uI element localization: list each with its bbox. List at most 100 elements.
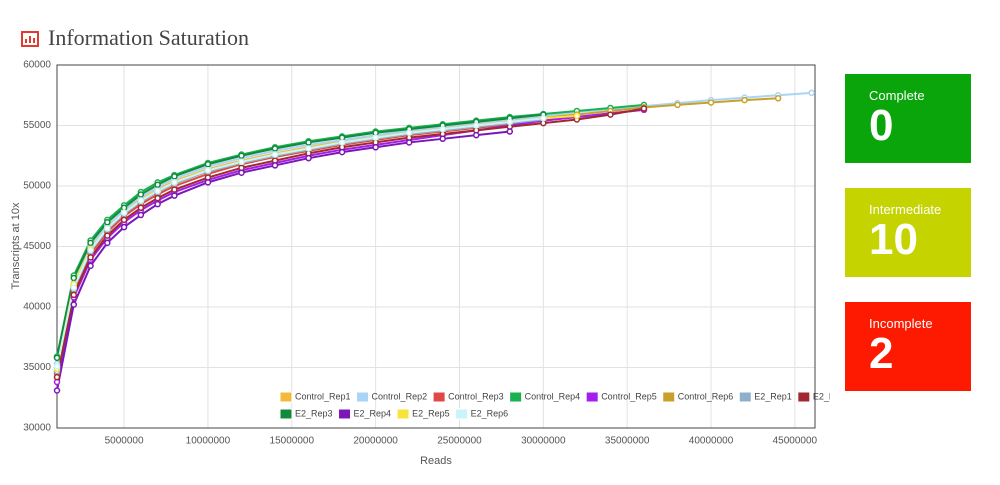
point-marker [439,135,446,143]
y-tick-label: 55000 [23,120,51,131]
x-tick-label: 10000000 [186,436,231,447]
point-marker [338,139,346,146]
point-marker [674,101,681,109]
point-marker [137,197,145,204]
y-tick-label: 50000 [23,181,51,192]
point-marker [472,122,480,129]
status-card: Incomplete 2 [845,302,971,391]
legend-swatch [279,408,293,420]
point-marker [154,181,161,189]
point-marker [305,154,312,162]
status-card: Intermediate 10 [845,188,971,277]
card-label: Intermediate [869,202,942,217]
legend-label: E2_Rep6 [471,408,509,418]
point-marker [271,145,279,152]
plot-frame [56,64,816,429]
legend-swatch [396,408,410,420]
point-marker [171,173,178,180]
card-value: 2 [869,329,894,378]
x-tick-label: 40000000 [689,436,734,447]
point-marker [53,363,61,370]
point-marker [87,254,94,261]
point-marker [70,301,78,308]
card-label: Incomplete [869,316,933,331]
legend-label: E2_Rep4 [354,408,392,418]
point-marker [53,387,61,394]
chart: Information Saturation Reads Transcripts… [10,25,830,467]
title-icon [21,31,39,47]
point-marker [439,125,446,133]
point-marker [238,158,245,166]
point-marker [104,232,111,239]
point-marker [70,291,78,299]
point-marker [53,373,61,381]
legend-label: Control_Rep2 [372,391,428,401]
legend-swatch [738,391,752,403]
point-marker [171,192,178,199]
point-marker [741,96,748,104]
x-tick-label: 20000000 [353,436,398,447]
x-tick-label: 30000000 [521,436,566,447]
point-marker [70,284,78,291]
point-marker [506,128,514,135]
x-tick-label: 5000000 [105,436,144,447]
x-axis-title: Reads [420,455,452,467]
point-marker [120,209,128,216]
point-marker [540,114,547,122]
point-marker [338,148,346,156]
y-tick-label: 60000 [23,60,51,71]
point-marker [372,134,379,141]
legend-label: Control_Rep5 [601,391,657,401]
point-marker [405,129,413,137]
legend-swatch [338,408,352,420]
point-marker [204,160,212,168]
x-tick-label: 15000000 [270,436,315,447]
legend-swatch [797,391,811,403]
x-tick-label: 25000000 [437,436,482,447]
y-axis-title: Transcripts at 10x [10,202,22,290]
point-marker [104,219,111,226]
point-marker [305,145,312,152]
card-value: 0 [869,101,894,150]
legend-label: E2_Rep2 [813,391,830,401]
point-marker [305,139,312,146]
x-tick-label: 45000000 [773,436,818,447]
point-marker [154,187,161,195]
legend-label: Control_Rep1 [295,391,351,401]
point-marker [154,194,161,202]
card-value: 10 [869,215,918,264]
series-line [56,91,812,365]
y-tick-label: 45000 [23,241,51,252]
legend: Control_Rep1 Control_Rep2 Control_Rep3 Cont… [279,391,830,420]
x-tick-label: 35000000 [605,436,650,447]
series-line [56,108,645,383]
card-label: Complete [869,88,925,103]
y-tick-label: 40000 [23,302,51,313]
legend-swatch [662,391,676,403]
point-marker [204,167,212,174]
point-marker [70,274,78,282]
legend-swatch [585,391,599,403]
y-tick-label: 35000 [23,362,51,373]
point-marker [137,191,145,198]
point-marker [137,204,145,212]
series-line [56,107,645,378]
point-marker [573,112,581,120]
point-marker [204,179,212,186]
point-marker [87,246,94,254]
point-marker [472,131,480,139]
legend-swatch [432,391,446,403]
point-marker [87,262,94,270]
point-marker [104,239,111,247]
point-marker [120,216,128,224]
point-marker [120,223,128,231]
chart-title: Information Saturation [48,25,249,50]
point-marker [104,225,111,232]
legend-swatch [455,408,469,420]
point-marker [372,144,379,151]
point-marker [271,162,279,169]
series-line [56,130,510,391]
point-marker [774,95,782,102]
point-marker [154,200,161,208]
